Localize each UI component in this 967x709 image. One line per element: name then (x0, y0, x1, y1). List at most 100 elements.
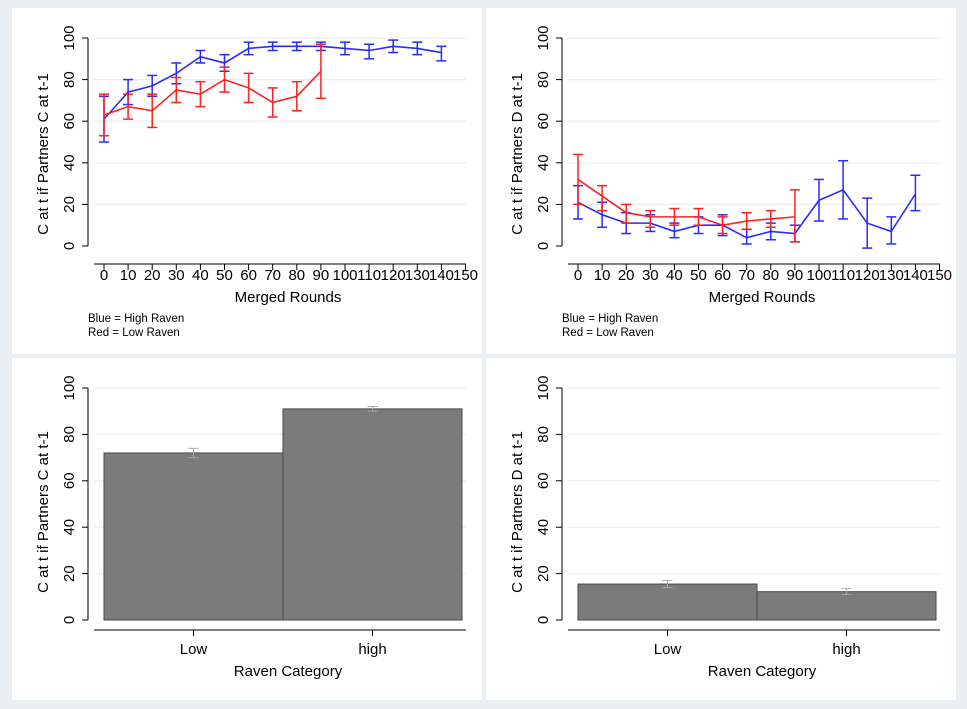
bar-low (103, 452, 284, 621)
y-tick-label: 20 (61, 565, 78, 582)
bar-high (282, 408, 463, 621)
legend-note-high: Blue = High Raven (88, 313, 184, 325)
series-high-point (440, 51, 442, 54)
series-low-point (577, 178, 579, 181)
chart-svg: 0 20 40 60 80 100 C at t if Partners D at t-1 L… (509, 375, 940, 680)
x-axis-title: Merged Rounds (709, 289, 816, 306)
legend-note-low: Red = Low Raven (562, 327, 654, 339)
y-tick-label: 20 (535, 196, 552, 213)
y-tick-label: 100 (535, 25, 552, 50)
x-tick-label: 80 (762, 267, 779, 284)
bar-high (756, 591, 937, 621)
series-low-point (272, 101, 274, 104)
series-high-errorbar (910, 174, 921, 212)
x-tick-label: 20 (618, 267, 635, 284)
x-tick-label: 10 (594, 267, 611, 284)
chart-svg: 0 20 40 60 80 100 C at t if Partners C at t-1 L… (35, 375, 466, 680)
series-high-point (818, 199, 820, 201)
series-low-point (127, 106, 129, 108)
x-tick-label: 110 (357, 267, 381, 284)
bar-low (577, 583, 758, 621)
x-tick-label: 0 (100, 267, 108, 284)
x-tick-label: 60 (714, 267, 731, 284)
series-low-errorbar (789, 189, 800, 243)
y-axis-title: C at t if Partners D at t-1 (509, 73, 526, 235)
series-low-point (175, 89, 177, 91)
bar-errorbar (367, 406, 378, 412)
y-tick-label: 60 (61, 472, 78, 489)
x-axis-title: Merged Rounds (235, 289, 342, 306)
y-tick-label: 80 (535, 426, 552, 443)
series-high-point (368, 49, 370, 52)
x-tick-label: 140 (429, 267, 454, 284)
y-tick-label: 60 (535, 113, 552, 130)
series-low-point (649, 216, 651, 218)
panel-line-partners-d: 0 20 40 60 80 100 C at t if Partners D at t-1 0… (486, 8, 956, 354)
x-tick-label: 120 (381, 267, 406, 284)
y-tick-label: 80 (61, 71, 78, 88)
x-tick-label: Low (180, 641, 208, 658)
x-tick-label: 40 (666, 267, 683, 284)
y-tick-label: 80 (61, 426, 78, 443)
x-tick-label: 50 (216, 267, 233, 284)
bar-errorbar (841, 588, 852, 595)
y-axis-title: C at t if Partners D at t-1 (509, 431, 526, 593)
series-low-point (722, 224, 724, 226)
y-tick-label: 0 (535, 616, 552, 624)
series-high-point (272, 45, 274, 47)
series-high-point (416, 47, 418, 50)
series-low-point (320, 70, 322, 72)
series-low-line (577, 178, 795, 227)
y-tick-label: 0 (61, 242, 78, 250)
series-low-point (770, 218, 772, 220)
series-high-point (151, 85, 153, 87)
bar-errorbar (662, 580, 673, 589)
y-tick-label: 20 (535, 565, 552, 582)
series-low-point (248, 87, 250, 89)
series-low-errorbar (621, 203, 632, 224)
x-tick-label: 130 (879, 267, 904, 284)
x-tick-label: 0 (574, 267, 582, 284)
y-tick-label: 100 (535, 375, 552, 400)
series-high-point (914, 193, 916, 195)
series-low-point (625, 212, 627, 214)
series-high-point (296, 45, 298, 47)
y-tick-label: 80 (535, 71, 552, 88)
series-low-point (151, 110, 153, 112)
x-tick-label: 30 (642, 267, 659, 284)
panel-bar-partners-d: 0 20 40 60 80 100 C at t if Partners D at t-1 L… (486, 358, 956, 700)
series-high-point (770, 230, 772, 233)
series-low-line (103, 70, 322, 116)
series-high-errorbar (436, 45, 447, 62)
x-tick-label: high (358, 641, 386, 658)
x-tick-label: 150 (453, 267, 478, 284)
x-tick-label: 10 (120, 267, 137, 284)
y-tick-label: 0 (61, 616, 78, 624)
x-axis-title: Raven Category (234, 663, 343, 680)
panel-bar-partners-c: 0 20 40 60 80 100 C at t if Partners C at t-1 L… (12, 358, 482, 700)
y-tick-label: 100 (61, 375, 78, 400)
figure: 0 20 40 60 80 100 C at t if Partners C at t-1 0… (12, 8, 956, 700)
x-tick-label: 140 (903, 267, 928, 284)
series-high-point (890, 230, 892, 233)
series-high-point (673, 230, 675, 233)
series-low-point (199, 93, 201, 95)
bar-errorbar (188, 447, 199, 459)
x-tick-label: 130 (405, 267, 430, 284)
x-tick-label: 70 (264, 267, 281, 284)
x-tick-label: 20 (144, 267, 161, 284)
y-tick-label: 60 (535, 472, 552, 489)
series-high-point (842, 189, 844, 191)
series-low-point (296, 95, 298, 97)
chart-svg: 0 20 40 60 80 100 C at t if Partners D at t-1 0… (509, 25, 952, 339)
y-axis-title: C at t if Partners C at t-1 (35, 73, 52, 235)
x-tick-label: 80 (288, 267, 305, 284)
x-tick-label: 30 (168, 267, 185, 284)
y-tick-label: 40 (61, 519, 78, 536)
x-axis-title: Raven Category (708, 663, 817, 680)
series-low-point (697, 216, 700, 218)
panel-line-partners-c: 0 20 40 60 80 100 C at t if Partners C at t-1 0… (12, 8, 482, 354)
x-tick-label: 110 (831, 267, 855, 284)
y-tick-label: 20 (61, 196, 78, 213)
legend-note-high: Blue = High Raven (562, 313, 658, 325)
